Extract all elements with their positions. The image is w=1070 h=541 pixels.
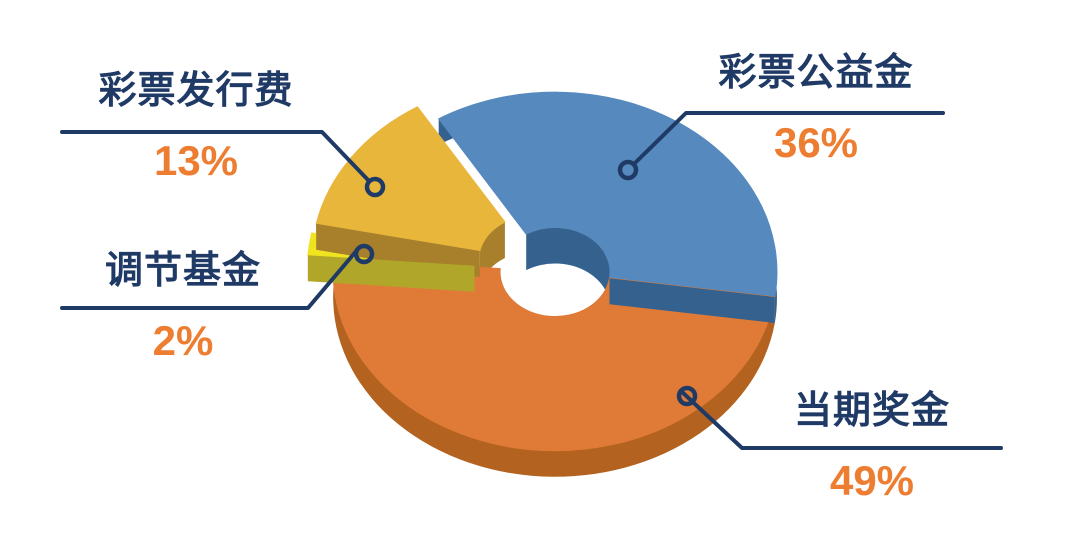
slice-label-current-period-prize: 当期奖金	[793, 390, 950, 432]
callout-current-period-prize: 当期奖金 49%	[742, 390, 1002, 504]
slice-percent-lottery-issuance-fee: 13%	[153, 137, 239, 184]
slice-label-adjustment-fund: 调节基金	[104, 250, 261, 292]
slice-percent-adjustment-fund: 2%	[152, 317, 214, 364]
pie-slice-0-cut-face	[609, 278, 775, 323]
callout-adjustment-fund: 调节基金 2%	[58, 250, 308, 364]
leader-marker-icon-1	[364, 176, 386, 198]
slice-label-lottery-issuance-fee: 彩票发行费	[98, 70, 294, 112]
callout-lottery-issuance-fee: 彩票发行费 13%	[61, 70, 331, 184]
pie-slice-1-top	[315, 106, 506, 252]
callout-lottery-public-welfare-fund: 彩票公益金 36%	[681, 52, 951, 166]
slice-percent-lottery-public-welfare-fund: 36%	[773, 119, 859, 166]
leader-marker-icon-3	[676, 385, 698, 407]
slice-percent-current-period-prize: 49%	[829, 457, 915, 504]
leader-line-3	[679, 389, 1003, 450]
slice-label-lottery-public-welfare-fund: 彩票公益金	[718, 52, 914, 94]
pie-slice-0-top	[437, 91, 778, 298]
leader-marker-icon-2	[353, 243, 375, 265]
pie-slice-2-cut-face	[307, 255, 475, 292]
leader-line-0	[632, 111, 945, 166]
leader-marker-icon-0	[617, 159, 639, 181]
pie-slice-0-inner-wall	[526, 227, 611, 315]
leader-line-1	[60, 130, 371, 183]
leader-line-2	[60, 247, 360, 310]
